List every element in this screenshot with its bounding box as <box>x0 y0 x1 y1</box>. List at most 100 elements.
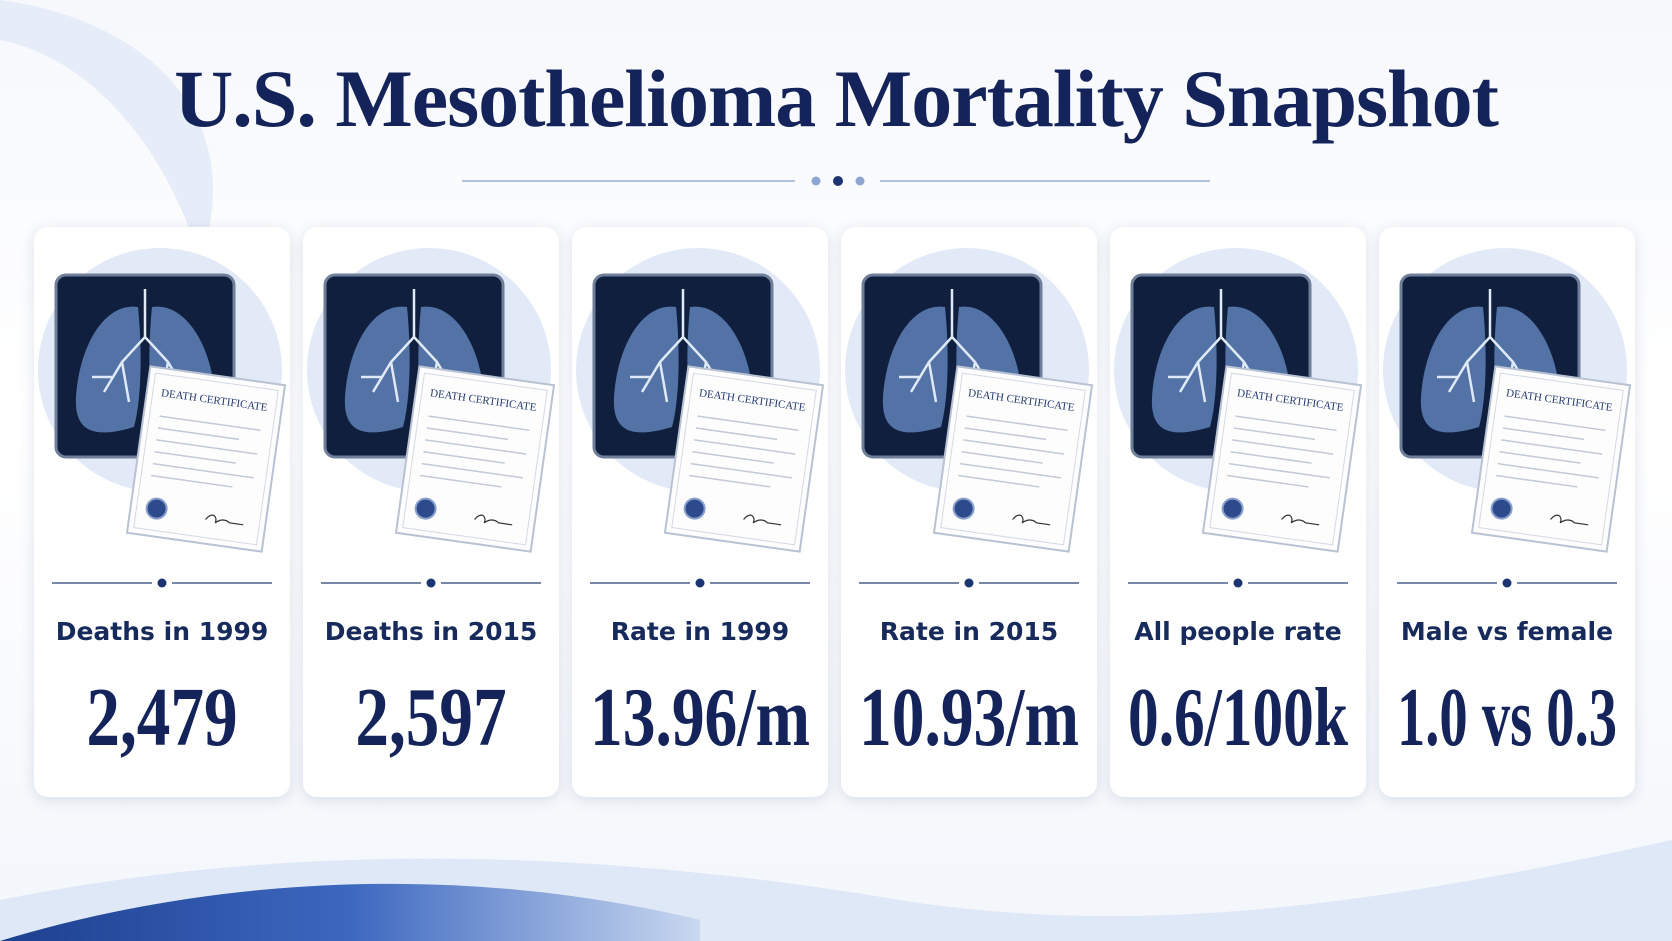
card-graphic: DEATH CERTIFICATE Deaths in 1999 2,479 <box>38 248 287 764</box>
card-divider-dot <box>426 578 436 588</box>
card-divider-dot <box>964 578 974 588</box>
card: DEATH CERTIFICATE Deaths in 1999 2,479 <box>34 227 290 797</box>
certificate-line <box>423 451 505 464</box>
divider-dot <box>833 176 843 186</box>
seal <box>1221 497 1244 520</box>
card-divider-dot <box>1233 578 1243 588</box>
divider-dot <box>855 176 865 186</box>
certificate-line <box>1499 451 1581 464</box>
certificate-line <box>958 474 1040 488</box>
signature <box>205 514 244 526</box>
certificate-line <box>966 415 1068 432</box>
stat-value: 0.6/100k <box>1128 671 1348 764</box>
stat-label: Male vs female <box>1401 617 1613 646</box>
certificate-line <box>420 474 502 488</box>
seal <box>683 497 706 520</box>
certificate-line <box>689 474 771 488</box>
certificate-line <box>156 439 258 455</box>
certificate-border <box>1209 372 1355 546</box>
certificate-line <box>694 439 796 455</box>
card-divider-dot <box>695 578 705 588</box>
certificate-border <box>940 372 1086 546</box>
lung <box>75 306 141 433</box>
certificate-line <box>695 427 778 441</box>
certificate-line <box>425 439 527 455</box>
certificate-line <box>1235 415 1337 432</box>
lung <box>1420 306 1486 433</box>
card-graphic: DEATH CERTIFICATE Male vs female 1.0 vs 0.… <box>1383 248 1632 764</box>
certificate-line <box>692 451 774 464</box>
certificate-line <box>151 474 233 488</box>
certificate-line <box>959 462 1061 479</box>
certificate-line <box>690 462 792 479</box>
stat-label: Deaths in 1999 <box>56 617 269 646</box>
certificate-line <box>1497 462 1599 479</box>
signature <box>743 514 782 526</box>
certificate-line <box>157 427 240 441</box>
certificate-line <box>154 451 236 464</box>
card: DEATH CERTIFICATE Rate in 2015 10.93/m <box>841 227 1097 797</box>
certificate-border <box>133 372 279 546</box>
signature <box>1550 514 1589 526</box>
certificate-line <box>964 427 1047 441</box>
lung <box>613 306 679 433</box>
card-graphic: DEATH CERTIFICATE All people rate 0.6/100k <box>1114 248 1363 764</box>
card-graphic: DEATH CERTIFICATE Rate in 1999 13.96/m <box>576 248 825 764</box>
wave <box>0 883 700 941</box>
certificate-line <box>421 462 523 479</box>
seal <box>145 497 168 520</box>
card-graphic: DEATH CERTIFICATE Rate in 2015 10.93/m <box>845 248 1094 764</box>
certificate: DEATH CERTIFICATE <box>125 365 287 553</box>
card-divider-dot <box>1502 578 1512 588</box>
seal <box>414 497 437 520</box>
stat-label: Rate in 1999 <box>611 617 789 646</box>
certificate-line <box>1227 474 1309 488</box>
card: DEATH CERTIFICATE Deaths in 2015 2,597 <box>303 227 559 797</box>
lung <box>344 306 410 433</box>
signature <box>474 514 513 526</box>
stat-value: 2,479 <box>86 671 237 764</box>
certificate-line <box>1502 427 1585 441</box>
certificate-line <box>1228 462 1330 479</box>
signature <box>1281 514 1320 526</box>
certificate-line <box>1230 451 1312 464</box>
seal <box>952 497 975 520</box>
lung <box>882 306 948 433</box>
card-divider-dot <box>157 578 167 588</box>
certificate-line <box>1504 415 1606 432</box>
certificate-line <box>697 415 799 432</box>
stat-value: 1.0 vs 0.3 <box>1397 671 1617 764</box>
signature <box>1012 514 1051 526</box>
divider-dot <box>811 176 821 186</box>
card-graphic: DEATH CERTIFICATE Deaths in 2015 2,597 <box>307 248 556 764</box>
certificate-border <box>1478 372 1624 546</box>
certificate-line <box>428 415 530 432</box>
card: DEATH CERTIFICATE All people rate 0.6/100k <box>1110 227 1366 797</box>
certificate-line <box>152 462 254 479</box>
certificate-line <box>159 415 261 432</box>
stat-value: 13.96/m <box>590 671 810 764</box>
seal <box>1490 497 1513 520</box>
certificate-line <box>961 451 1043 464</box>
certificate-line <box>1232 439 1334 455</box>
certificate-line <box>1501 439 1603 455</box>
stat-value: 2,597 <box>355 671 506 764</box>
certificate-line <box>426 427 509 441</box>
certificate: DEATH CERTIFICATE <box>932 365 1094 553</box>
stat-label: All people rate <box>1134 617 1341 646</box>
certificate: DEATH CERTIFICATE <box>1470 365 1632 553</box>
certificate-border <box>402 372 548 546</box>
certificate: DEATH CERTIFICATE <box>1201 365 1363 553</box>
stat-label: Deaths in 2015 <box>325 617 538 646</box>
certificate: DEATH CERTIFICATE <box>394 365 556 553</box>
card: DEATH CERTIFICATE Rate in 1999 13.96/m <box>572 227 828 797</box>
certificate-line <box>1233 427 1316 441</box>
certificate-border <box>671 372 817 546</box>
stat-value: 10.93/m <box>859 671 1079 764</box>
certificate-line <box>1496 474 1578 488</box>
stat-label: Rate in 2015 <box>880 617 1058 646</box>
certificate-line <box>963 439 1065 455</box>
lung <box>1151 306 1217 433</box>
